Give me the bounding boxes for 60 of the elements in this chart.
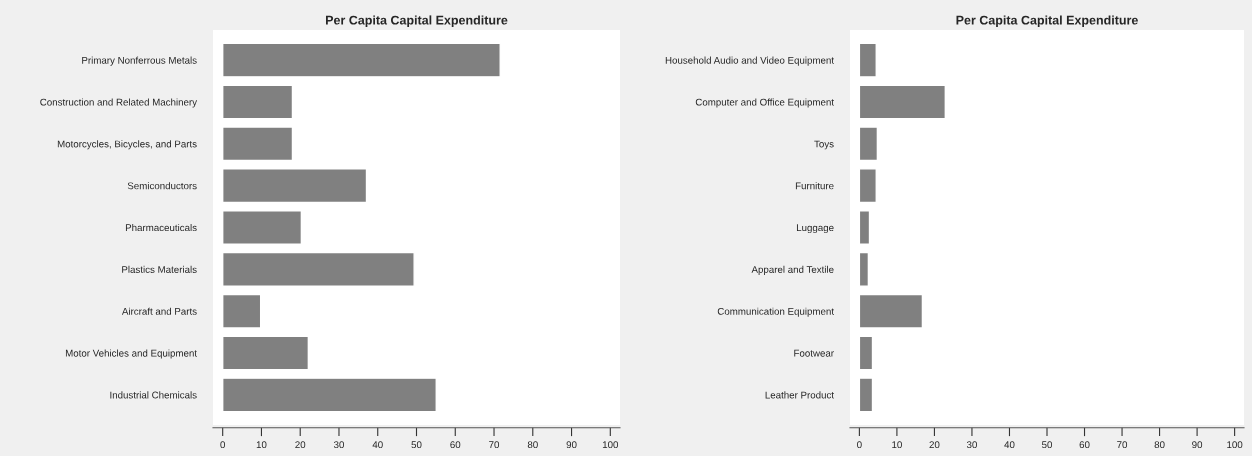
bar [858, 84, 947, 120]
x-tick-label: 70 [1117, 441, 1128, 449]
x-tick-label: 90 [566, 441, 577, 449]
x-tick-label: 40 [1004, 441, 1015, 449]
y-tick-label: Motorcycles, Bicycles, and Parts [57, 140, 197, 150]
y-tick-label: Footwear [794, 349, 834, 357]
chart-title: Per Capita Capital Expenditure [326, 15, 508, 28]
x-tick-label: 20 [929, 441, 940, 449]
x-tick-label: 80 [527, 441, 538, 449]
x-tick-label: 30 [966, 441, 977, 449]
bar [858, 168, 877, 204]
bar [221, 210, 303, 245]
y-tick-label: Primary Nonferrous Metals [82, 56, 197, 66]
x-tick-label: 100 [1227, 441, 1243, 449]
bar [221, 168, 368, 204]
bar [858, 251, 870, 287]
bar [221, 126, 294, 162]
y-tick-label: Semiconductors [127, 182, 197, 190]
y-tick-label: Communication Equipment [717, 307, 834, 317]
x-tick-label: 50 [1041, 441, 1053, 449]
x-tick-label: 30 [333, 441, 344, 449]
y-tick-label: Computer and Office Equipment [695, 98, 834, 108]
x-tick-label: 100 [602, 441, 619, 449]
x-tick-label: 60 [450, 441, 461, 449]
y-tick-label: Leather Product [765, 391, 834, 399]
bar [221, 42, 501, 78]
y-tick-label: Pharmaceuticals [125, 223, 197, 232]
bar [858, 335, 874, 371]
x-tick-label: 40 [372, 441, 383, 449]
x-tick-label: 10 [256, 441, 267, 449]
x-tick-label: 60 [1079, 441, 1090, 449]
bar [858, 210, 871, 245]
y-tick-label: Luggage [796, 224, 834, 234]
x-tick-label: 0 [857, 441, 862, 449]
bar [858, 126, 879, 162]
x-tick-label: 10 [892, 441, 902, 449]
bar [858, 293, 924, 329]
x-tick-label: 0 [220, 441, 226, 449]
bar [221, 293, 262, 329]
y-tick-label: Motor Vehicles and Equipment [65, 349, 197, 359]
y-tick-label: Apparel and Textile [751, 265, 834, 275]
y-tick-label: Furniture [795, 182, 834, 190]
y-tick-label: Industrial Chemicals [110, 391, 197, 399]
bar [221, 377, 437, 413]
x-tick-label: 50 [411, 441, 422, 449]
bar [858, 377, 874, 413]
x-tick-label: 80 [1154, 441, 1165, 449]
y-tick-label: Household Audio and Video Equipment [665, 56, 834, 66]
bar [221, 335, 310, 371]
y-tick-label: Construction and Related Machinery [40, 98, 198, 108]
y-tick-label: Toys [814, 140, 834, 150]
x-tick-label: 70 [489, 441, 500, 449]
y-tick-label: Plastics Materials [122, 265, 197, 273]
bar [858, 42, 877, 78]
chart-title: Per Capita Capital Expenditure [956, 15, 1138, 28]
bar [221, 84, 294, 120]
x-tick-label: 20 [295, 441, 306, 449]
x-tick-label: 90 [1192, 441, 1203, 449]
bar [221, 251, 415, 287]
y-tick-label: Aircraft and Parts [121, 307, 197, 315]
